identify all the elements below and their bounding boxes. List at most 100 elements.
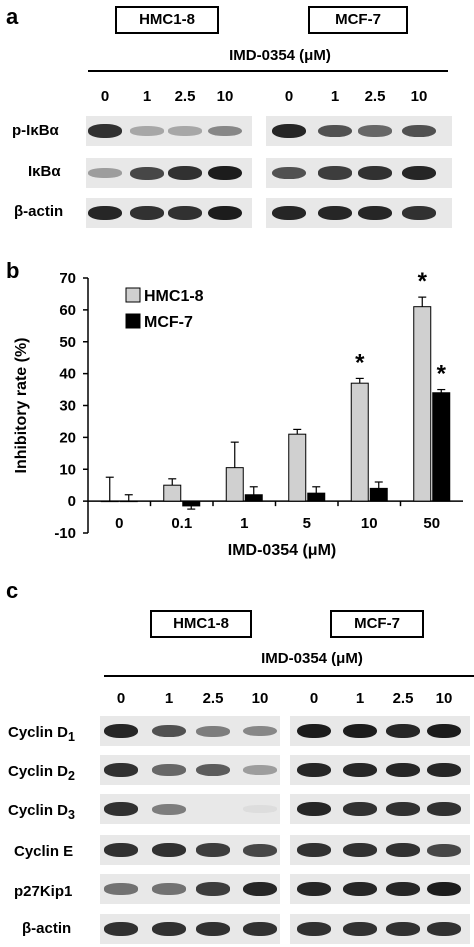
panel-c-blot-band	[196, 843, 230, 857]
legend-label: MCF-7	[144, 314, 193, 331]
panel-c-blot-band	[386, 881, 420, 897]
panel-a-blot-band	[358, 166, 392, 180]
panel-c-blot-strip	[100, 716, 280, 746]
panel-c-blot-band	[427, 802, 461, 816]
panel-c-blot-band	[386, 723, 420, 739]
bar-mcf-7	[182, 500, 201, 507]
panel-a-blot-band	[318, 205, 352, 221]
panel-c-blot-band	[343, 881, 377, 897]
panel-c-blot-band	[243, 843, 277, 857]
panel-a-blot-band	[402, 206, 436, 220]
y-tick-label: 50	[59, 334, 76, 351]
panel-a-dose-hmc-1: 1	[142, 88, 152, 105]
panel-c-row-label-cyclin-d2: Cyclin D2	[8, 763, 75, 783]
panel-a-blot-band	[402, 165, 436, 181]
panel-a-treatment-label: IMD-0354 (μM)	[229, 47, 331, 64]
panel-c-blot-band	[343, 922, 377, 936]
legend-swatch	[125, 313, 141, 329]
panel-a-blot-band	[358, 125, 392, 137]
bar-mcf-7	[432, 392, 451, 502]
panel-a-blot-band	[208, 165, 242, 181]
panel-c-blot-band	[104, 843, 138, 857]
panel-c-blot-band	[152, 843, 186, 857]
panel-c-row-label-cyclin-d1: Cyclin D1	[8, 724, 75, 744]
x-tick-label: 5	[303, 515, 311, 532]
panel-a-rule	[88, 70, 448, 72]
bar-hmc1-8	[100, 500, 119, 503]
x-tick-label: 0.1	[171, 515, 192, 532]
panel-c-blot-strip	[100, 914, 280, 944]
panel-a-blot-band	[168, 166, 202, 180]
panel-a-blot-band	[88, 205, 122, 221]
x-tick-label: 50	[423, 515, 440, 532]
legend-label: HMC1-8	[144, 288, 204, 305]
y-tick-label: 20	[59, 429, 76, 446]
panel-c-row-label-cyclin-d3: Cyclin D3	[8, 802, 75, 822]
panel-c-dose-hmc-3: 10	[251, 690, 269, 707]
panel-c-blot-band	[243, 765, 277, 775]
panel-c-blot-strip	[290, 716, 470, 746]
panel-a-dose-mcf-2: 2.5	[364, 88, 386, 105]
panel-c-blot-band	[427, 843, 461, 857]
panel-a-blot-band	[318, 124, 352, 138]
panel-a-cellline-mcf7: MCF-7	[308, 6, 408, 34]
x-tick-label: 0	[115, 515, 123, 532]
panel-a-blot-band	[272, 205, 306, 221]
panel-c-cellline-hmc18: HMC1-8	[150, 610, 252, 638]
panel-c-blot-strip	[100, 835, 280, 865]
panel-a-row-label-actin: β-actin	[14, 203, 64, 220]
legend-swatch	[125, 287, 141, 303]
x-tick-label: 10	[361, 515, 378, 532]
bar-mcf-7	[369, 487, 388, 502]
bar-hmc1-8	[350, 382, 369, 502]
panel-c-blot-strip	[290, 874, 470, 904]
bar-hmc1-8	[163, 484, 182, 502]
bar-hmc1-8	[413, 306, 432, 502]
panel-a-blot-band	[208, 205, 242, 221]
panel-c-blot-band	[152, 883, 186, 895]
panel-c-blot-band	[297, 843, 331, 857]
panel-c-blot-band	[343, 802, 377, 816]
panel-c-blot-band	[243, 725, 277, 737]
panel-c-blot-band	[386, 762, 420, 778]
panel-a-dose-hmc-2: 2.5	[174, 88, 196, 105]
panel-c-blot-strip	[290, 914, 470, 944]
y-tick-label: 70	[59, 270, 76, 287]
panel-c-blot-band	[297, 801, 331, 817]
panel-c-row-label-actin: β-actin	[22, 920, 72, 937]
panel-c-blot-band	[343, 762, 377, 778]
panel-a-dose-hmc-3: 10	[216, 88, 234, 105]
panel-c-blot-band	[427, 881, 461, 897]
panel-a-blot-band	[272, 166, 306, 180]
y-tick-label: -10	[54, 525, 76, 542]
panel-c-blot-band	[243, 922, 277, 936]
panel-a-blot-band	[88, 124, 122, 138]
panel-c-cellline-mcf7: MCF-7	[330, 610, 424, 638]
y-tick-label: 60	[59, 302, 76, 319]
panel-c-blot-band	[297, 922, 331, 936]
y-tick-label: 10	[59, 461, 76, 478]
panel-a-blot-band	[358, 205, 392, 221]
significance-asterisk: *	[418, 268, 428, 295]
panel-c-dose-hmc-2: 2.5	[202, 690, 224, 707]
panel-c-blot-strip	[100, 755, 280, 785]
panel-c-blot-band	[104, 763, 138, 777]
panel-c-blot-band	[196, 922, 230, 936]
panel-c-blot-band	[152, 724, 186, 738]
panel-c-row-label-cyclin-e: Cyclin E	[14, 843, 74, 860]
panel-c-blot-band	[152, 764, 186, 776]
panel-c-treatment-label: IMD-0354 (μM)	[261, 650, 363, 667]
panel-b-letter: b	[6, 258, 20, 283]
panel-c-blot-band	[104, 723, 138, 739]
panel-c-blot-band	[104, 802, 138, 816]
panel-c-blot-band	[427, 723, 461, 739]
panel-a-blot-band	[168, 126, 202, 136]
bar-mcf-7	[244, 494, 263, 502]
y-tick-label: 30	[59, 398, 76, 415]
y-tick-label: 40	[59, 366, 76, 383]
panel-a-blot-strip	[266, 158, 452, 188]
bar-mcf-7	[119, 500, 138, 503]
panel-a-blot-band	[130, 206, 164, 220]
panel-a-blot-band	[402, 124, 436, 138]
panel-a-row-label-pikba: p-IκBα	[12, 122, 59, 139]
